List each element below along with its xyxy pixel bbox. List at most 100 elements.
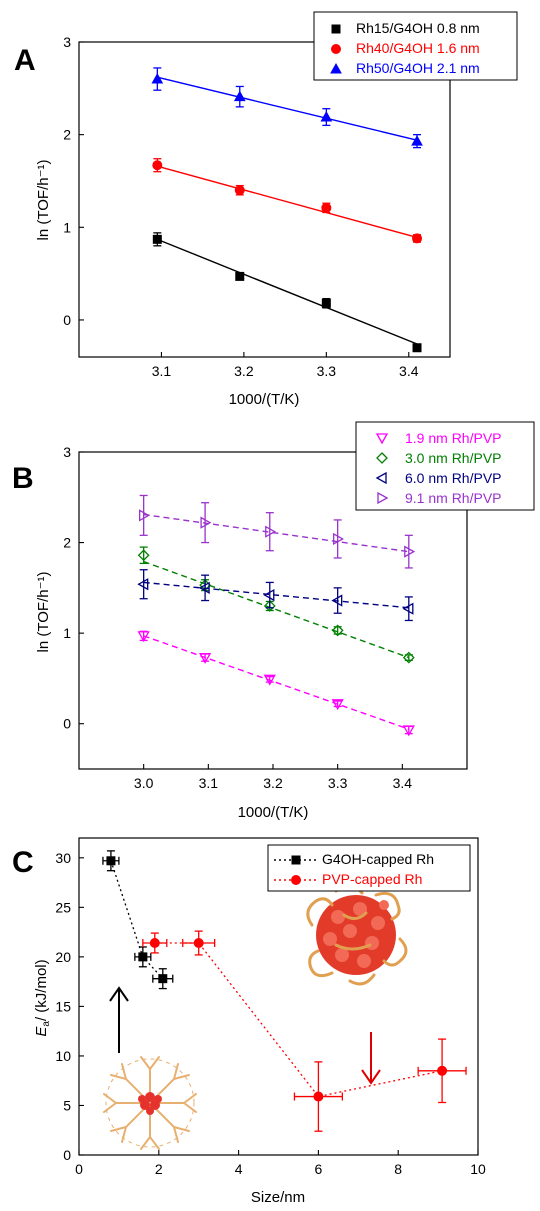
panel-b-ticks: 3.0 3.1 3.2 3.3 3.4 0 1 2 3: [63, 444, 412, 791]
data-point-rh50-g4oh-2-1-nm: [233, 90, 246, 102]
x-tick-label: 3.4: [393, 775, 413, 791]
fit-line-9-1-nm-rh-pvp: [143, 513, 409, 553]
panel-c-plot: [102, 850, 467, 1132]
panel-b-legend: 1.9 nm Rh/PVP 3.0 nm Rh/PVP 6.0 nm Rh/PV…: [355, 421, 535, 511]
data-point-rh40-g4oh-1-6-nm: [321, 202, 332, 213]
x-tick-label: 3.2: [263, 775, 283, 791]
data-point-6-0-nm-rh-pvp: [137, 578, 149, 591]
x-tick-label: 2: [155, 1161, 163, 1177]
y-tick-label: 10: [55, 1048, 71, 1064]
legend-marker-9-1-nm-rh-pvp: [377, 491, 389, 505]
fit-line-1-9-nm-rh-pvp: [143, 635, 410, 730]
data-point-1-9-nm-rh-pvp: [137, 631, 150, 643]
legend-marker-rh15-g4oh-0-8-nm: [331, 24, 341, 34]
data-point-rh50-g4oh-2-1-nm: [411, 135, 423, 146]
panel-a-legend-box: [313, 11, 518, 81]
data-point-rh50-g4oh-2-1-nm: [151, 73, 164, 84]
panel-c-ticks: 0 2 4 6 8 10 0 5 10 15 20 25 30: [55, 850, 486, 1177]
x-tick-label: 3.3: [317, 363, 337, 379]
data-point-rh40-g4oh-1-6-nm: [152, 160, 163, 171]
x-tick-label: 10: [470, 1161, 486, 1177]
panel-b-ylabel: ln (TOF/h⁻¹): [35, 572, 52, 653]
x-tick-label: 3.4: [399, 363, 419, 379]
data-point-pvp-capped-rh: [313, 1091, 324, 1102]
data-point-6-0-nm-rh-pvp: [331, 594, 343, 607]
panel-a-plot: [151, 67, 423, 353]
legend-marker-g4oh-capped-rh: [291, 855, 301, 865]
panel-c-xlabel: Size/nm: [251, 1189, 305, 1206]
panel-c-legend-box: [267, 844, 471, 892]
y-tick-label: 0: [63, 312, 71, 328]
data-point-rh50-g4oh-2-1-nm: [320, 111, 333, 122]
data-point-pvp-capped-rh: [149, 938, 160, 949]
panel-c-legend-markers: [274, 855, 318, 885]
panel-a-legend-markers: [330, 24, 342, 74]
y-tick-label: 30: [55, 850, 71, 866]
data-point-g4oh-capped-rh: [106, 856, 116, 866]
data-point-rh40-g4oh-1-6-nm: [412, 233, 423, 244]
data-point-6-0-nm-rh-pvp: [402, 602, 414, 615]
data-point-1-9-nm-rh-pvp: [402, 725, 415, 737]
y-tick-label: 1: [63, 625, 71, 641]
y-tick-label: 1: [63, 219, 71, 235]
panel-c-ylabel: Ea/ (kJ/mol): [33, 959, 52, 1036]
fit-line-6-0-nm-rh-pvp: [143, 581, 409, 609]
y-tick-label: 20: [55, 949, 71, 965]
panel-c-legend: G4OH-capped Rh PVP-capped Rh: [267, 844, 471, 892]
data-point-1-9-nm-rh-pvp: [331, 699, 344, 711]
legend-item-6-0nm: 6.0 nm Rh/PVP: [405, 470, 502, 486]
data-point-3-0-nm-rh-pvp: [263, 600, 276, 612]
data-point-1-9-nm-rh-pvp: [198, 652, 212, 664]
panel-c-axes: [78, 837, 479, 1156]
y-tick-label: 0: [63, 716, 71, 732]
y-tick-label: 3: [63, 34, 71, 50]
legend-item-1-9nm: 1.9 nm Rh/PVP: [405, 430, 502, 446]
data-point-9-1-nm-rh-pvp: [200, 516, 212, 529]
y-tick-label: 5: [63, 1097, 71, 1113]
x-tick-label: 3.1: [199, 775, 219, 791]
legend-item-g4oh: G4OH-capped Rh: [322, 851, 434, 867]
x-tick-label: 6: [315, 1161, 323, 1177]
down-arrow-icon: [361, 1032, 381, 1085]
panel-a: A 3.1 3.2 3.3 3.4 0 1 2 3 1000/(T/K) ln (TOF/h⁻…: [14, 11, 518, 408]
y-tick-label: 2: [63, 535, 71, 551]
data-point-3-0-nm-rh-pvp: [331, 624, 344, 637]
legend-item-rh50: Rh50/G4OH 2.1 nm: [356, 60, 480, 76]
legend-marker-3-0-nm-rh-pvp: [376, 452, 388, 464]
panel-a-ticks: 3.1 3.2 3.3 3.4 0 1 2 3: [63, 34, 419, 379]
data-point-rh15-g4oh-0-8-nm: [321, 298, 331, 308]
fit-line-rh15-g4oh-0-8-nm: [157, 238, 418, 345]
fit-line-rh40-g4oh-1-6-nm: [157, 165, 418, 239]
legend-item-rh15: Rh15/G4OH 0.8 nm: [356, 20, 480, 36]
fit-line-3-0-nm-rh-pvp: [143, 560, 410, 659]
legend-marker-rh40-g4oh-1-6-nm: [331, 44, 341, 54]
legend-item-rh40: Rh40/G4OH 1.6 nm: [356, 40, 480, 56]
data-point-g4oh-capped-rh: [158, 974, 168, 984]
legend-marker-pvp-capped-rh: [291, 875, 301, 885]
data-point-3-0-nm-rh-pvp: [402, 651, 415, 664]
x-tick-label: 3.2: [234, 363, 254, 379]
panel-b: B 3.0 3.1 3.2 3.3 3.4 0 1 2 3 1000/(T/K) ln (TOF…: [12, 421, 535, 821]
data-point-g4oh-capped-rh: [138, 952, 148, 962]
panel-a-xlabel: 1000/(T/K): [229, 391, 300, 408]
panel-b-legend-markers: [375, 433, 389, 505]
data-point-rh40-g4oh-1-6-nm: [234, 185, 245, 196]
y-tick-label: 15: [55, 998, 71, 1014]
data-point-rh15-g4oh-0-8-nm: [235, 271, 245, 281]
panel-b-plot: [137, 494, 416, 737]
panel-a-ylabel: ln (TOF/h⁻¹): [35, 160, 52, 241]
legend-item-9-1nm: 9.1 nm Rh/PVP: [405, 490, 502, 506]
pvp-particle-illustration: [306, 885, 408, 986]
up-arrow-icon: [109, 986, 129, 1053]
dendrimer-illustration: [103, 1056, 197, 1150]
data-point-9-1-nm-rh-pvp: [404, 545, 416, 558]
panel-a-axes: [78, 41, 451, 358]
y-tick-label: 25: [55, 899, 71, 915]
x-tick-label: 4: [235, 1161, 243, 1177]
data-point-9-1-nm-rh-pvp: [265, 525, 277, 538]
panel-a-letter: A: [14, 44, 36, 77]
x-tick-label: 3.1: [152, 363, 172, 379]
y-tick-label: 2: [63, 127, 71, 143]
data-point-1-9-nm-rh-pvp: [263, 674, 276, 686]
